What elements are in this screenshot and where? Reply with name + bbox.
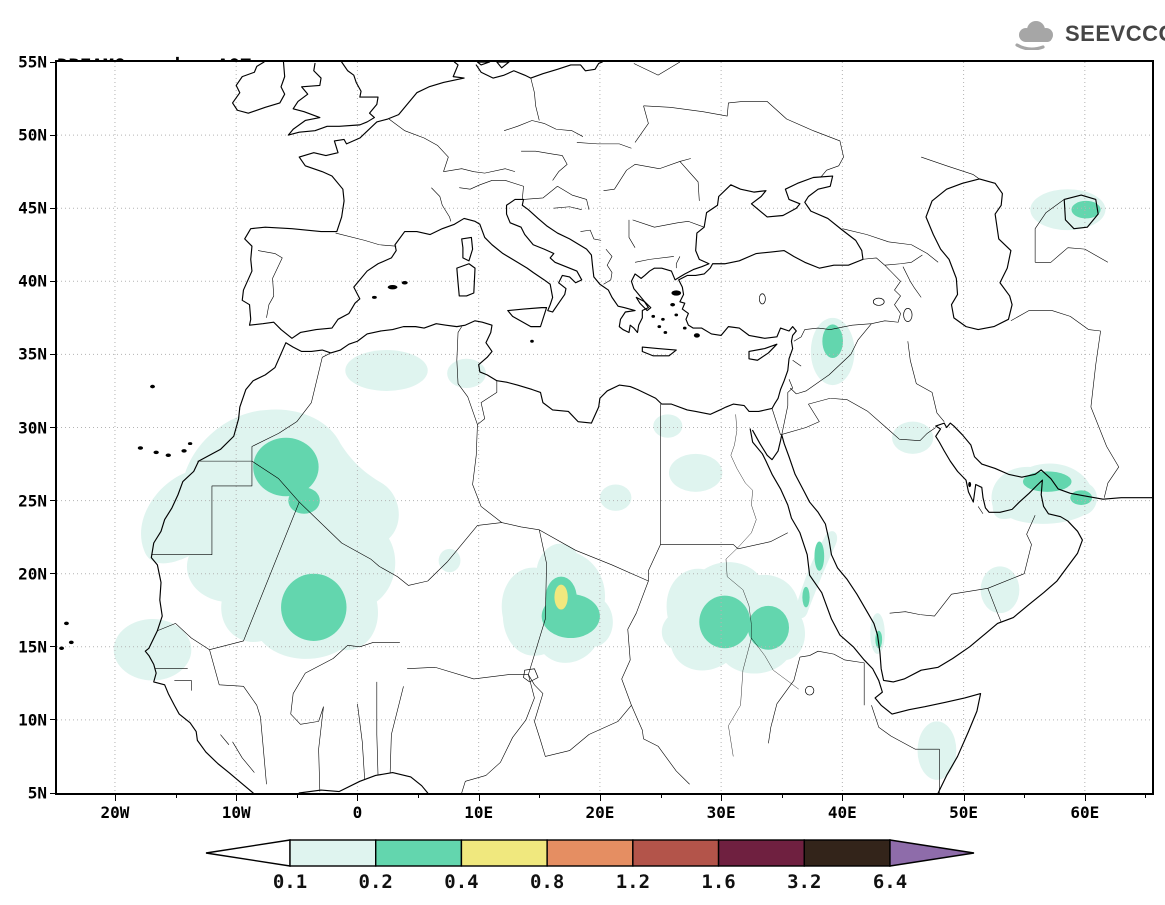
colorbar-left-arrow [205, 839, 291, 867]
rivers [726, 414, 799, 756]
aot-shading [113, 189, 1106, 780]
lake-chad [524, 669, 539, 682]
x-axis-tick [478, 795, 480, 801]
x-axis-minor-tick [539, 795, 541, 798]
colorbar-segment [803, 839, 891, 867]
x-axis-label: 10E [464, 803, 494, 822]
y-axis-label: 45N [18, 198, 47, 218]
y-axis-label: 50N [18, 125, 47, 145]
y-axis-label: 35N [18, 344, 47, 364]
colorbar-label: 1.6 [701, 871, 735, 893]
x-axis-minor-tick [1024, 795, 1026, 798]
y-axis-label: 20N [18, 564, 47, 584]
colorbar-label: 0.1 [273, 871, 307, 893]
x-axis-label: 10W [221, 803, 251, 822]
y-axis-label: 30N [18, 418, 47, 437]
colorbar-segment [717, 839, 805, 867]
x-axis-minor-tick [781, 795, 783, 798]
x-axis-tick [236, 795, 238, 801]
coastlines [145, 62, 1152, 793]
x-axis-tick [721, 795, 723, 801]
x-axis-label: 20E [585, 803, 615, 822]
x-axis-tick [114, 795, 116, 801]
x-axis-minor-tick [902, 795, 904, 798]
aral-sea [1064, 195, 1098, 229]
y-axis-label: 40N [18, 271, 47, 291]
colorbar-label: 6.4 [873, 871, 907, 893]
colorbar-segment [460, 839, 548, 867]
x-axis-tick [842, 795, 844, 801]
lake-urmia [904, 308, 912, 321]
x-axis-minor-tick [660, 795, 662, 798]
y-axis-label: 55N [18, 52, 47, 72]
x-axis-label: 50E [949, 803, 979, 822]
colorbar-right-arrow [889, 839, 975, 867]
country-borders [151, 62, 1118, 793]
logo-text: SEEVCCC [1065, 21, 1165, 46]
x-axis-label: 60E [1070, 803, 1100, 822]
x-axis-label: 20W [100, 803, 130, 822]
colorbar: 0.1 0.2 0.4 0.8 1.2 1.6 3.2 6.4 [205, 839, 975, 893]
lake-tana [805, 686, 813, 695]
lake-tuz [759, 294, 765, 304]
cloud-icon [1015, 21, 1053, 50]
x-axis-tick [599, 795, 601, 801]
x-axis-tick [1084, 795, 1086, 801]
lake-van [873, 298, 884, 305]
y-axis-label: 15N [18, 637, 47, 657]
colorbar-segment [632, 839, 720, 867]
y-axis-label: 25N [18, 491, 47, 511]
plot-frame [55, 60, 1154, 795]
colorbar-label: 3.2 [787, 871, 821, 893]
colorbar-segment [546, 839, 634, 867]
x-axis-minor-tick [1145, 795, 1147, 798]
map-plot [57, 62, 1152, 793]
caspian-sea [926, 179, 1012, 330]
seevccc-logo: SEEVCCC [1013, 18, 1165, 50]
islands [59, 237, 972, 651]
x-axis-tick [963, 795, 965, 801]
x-axis-minor-tick [175, 795, 177, 798]
map-geography [59, 62, 1152, 793]
x-axis-label: 30E [706, 803, 736, 822]
gridlines [57, 62, 1152, 793]
colorbar-legend: 0.1 0.2 0.4 0.8 1.2 1.6 3.2 6.4 [205, 839, 975, 901]
x-axis-label: 40E [827, 803, 857, 822]
colorbar-label: 0.2 [359, 871, 393, 893]
colorbar-label: 1.2 [616, 871, 650, 893]
y-axis-label: 5N [27, 783, 47, 803]
x-axis-minor-tick [296, 795, 298, 798]
x-axis-label: 0 [352, 803, 363, 822]
seas-and-lakes [524, 179, 1099, 695]
x-axis-minor-tick [418, 795, 420, 798]
colorbar-label: 0.8 [530, 871, 564, 893]
colorbar-label: 0.4 [444, 871, 478, 893]
colorbar-segment [289, 839, 377, 867]
x-axis-tick [357, 795, 359, 801]
colorbar-segment [375, 839, 463, 867]
y-axis-label: 10N [18, 710, 47, 730]
